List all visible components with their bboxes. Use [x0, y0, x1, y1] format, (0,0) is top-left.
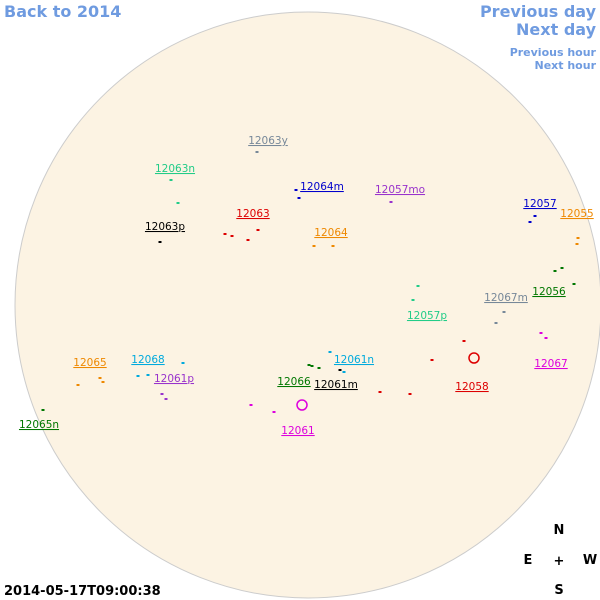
timestamp: 2014-05-17T09:00:38 — [4, 584, 161, 599]
sunspot — [307, 364, 311, 366]
sunspot — [411, 299, 415, 301]
region-label[interactable]: 12063n — [155, 163, 195, 175]
sunspot — [272, 411, 276, 413]
region-label[interactable]: 12063y — [248, 135, 288, 147]
sunspot — [539, 332, 543, 334]
sunspot — [246, 239, 250, 241]
sunspot — [544, 337, 548, 339]
sunspot — [331, 245, 335, 247]
region-label[interactable]: 12061p — [154, 373, 194, 385]
sunspot — [310, 365, 314, 367]
sunspot — [146, 374, 150, 376]
sunspot — [560, 267, 564, 269]
sunspot — [494, 322, 498, 324]
region-label[interactable]: 12057p — [407, 310, 447, 322]
sunspot — [317, 367, 321, 369]
sunspot — [572, 283, 576, 285]
solar-disk — [14, 11, 600, 599]
sunspot — [553, 270, 557, 272]
sunspot — [249, 404, 253, 406]
sunspot — [389, 201, 393, 203]
sunspot — [533, 215, 537, 217]
sunspot — [76, 384, 80, 386]
sunspot — [101, 381, 105, 383]
sunspot — [160, 393, 164, 395]
sunspot — [176, 202, 180, 204]
region-label[interactable]: 12067m — [484, 292, 528, 304]
region-label[interactable]: 12067 — [534, 358, 567, 370]
sunspot — [223, 233, 227, 235]
next-hour-link[interactable]: Next hour — [535, 59, 597, 72]
sunspot — [256, 229, 260, 231]
region-label[interactable]: 12061m — [314, 379, 358, 391]
region-label[interactable]: 12055 — [560, 208, 593, 220]
region-label[interactable]: 12068 — [131, 354, 164, 366]
sunspot — [297, 197, 301, 199]
sunspot — [575, 243, 579, 245]
region-label[interactable]: 12066 — [277, 376, 311, 388]
sunspot — [328, 351, 332, 353]
compass-south: S — [554, 583, 563, 598]
sunspot — [576, 237, 580, 239]
region-label[interactable]: 12065 — [73, 357, 106, 369]
sunspot — [164, 398, 168, 400]
region-label[interactable]: 12061n — [334, 354, 374, 366]
sunspot — [255, 151, 259, 153]
sunspot — [158, 241, 162, 243]
sunspot — [294, 189, 298, 191]
compass-west: W — [583, 553, 597, 568]
sunspot — [136, 375, 140, 377]
region-label[interactable]: 12063 — [236, 208, 269, 220]
sunspot — [528, 221, 532, 223]
sunspot — [169, 179, 173, 181]
compass-center: + — [554, 554, 565, 569]
compass-north: N — [554, 523, 565, 538]
region-label[interactable]: 12065n — [19, 419, 59, 431]
sunspot — [98, 377, 102, 379]
sunspot — [312, 245, 316, 247]
compass-east: E — [524, 553, 533, 568]
sunspot — [41, 409, 45, 411]
region-label[interactable]: 12057mo — [375, 184, 425, 196]
sunspot — [342, 371, 346, 373]
sunspot — [296, 399, 308, 411]
sunspot — [181, 362, 185, 364]
sunspot — [468, 352, 480, 364]
next-day-link[interactable]: Next day — [516, 20, 597, 39]
region-label[interactable]: 12057 — [523, 198, 556, 210]
sunspot — [230, 235, 234, 237]
sunspot — [378, 391, 382, 393]
region-label[interactable]: 12061 — [281, 425, 314, 437]
region-label[interactable]: 12064 — [314, 227, 348, 239]
sunspot — [462, 340, 466, 342]
back-link[interactable]: Back to 2014 — [4, 2, 121, 21]
sunspot — [430, 359, 434, 361]
region-label[interactable]: 12063p — [145, 221, 185, 233]
region-label[interactable]: 12064m — [300, 181, 344, 193]
previous-hour-link[interactable]: Previous hour — [510, 46, 597, 59]
sunspot — [408, 393, 412, 395]
sunspot — [416, 285, 420, 287]
region-label[interactable]: 12056 — [532, 286, 566, 298]
sunspot — [338, 369, 342, 371]
previous-day-link[interactable]: Previous day — [480, 2, 597, 21]
region-label[interactable]: 12058 — [455, 381, 488, 393]
sunspot — [502, 311, 506, 313]
